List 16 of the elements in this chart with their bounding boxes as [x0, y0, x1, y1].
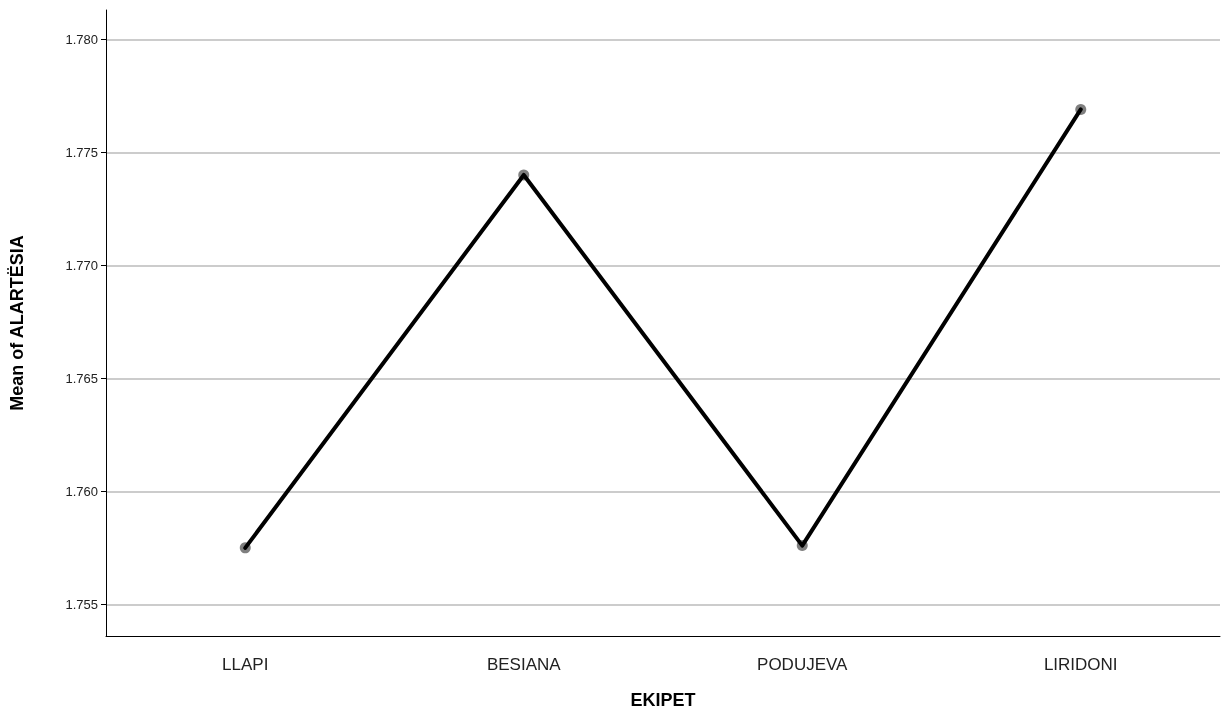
x-tick-label: BESIANA: [486, 655, 562, 674]
y-tick-label: 1.760: [65, 483, 98, 499]
point: [239, 542, 251, 554]
point: [1075, 103, 1087, 115]
x-axis-title: EKIPET: [630, 690, 696, 710]
x-tick-label: LIRIDONI: [1043, 655, 1118, 674]
y-tick-label: 1.765: [65, 370, 98, 386]
x-tick-label: LLAPI: [222, 655, 269, 674]
point: [796, 540, 808, 552]
x-tick-label: PODUJEVA: [757, 655, 849, 674]
y-tick-label: 1.780: [65, 31, 98, 47]
y-axis-title: Mean of ALARTËSIA: [7, 235, 27, 411]
point: [518, 169, 530, 181]
y-tick-label: 1.755: [65, 596, 98, 612]
y-tick-label: 1.775: [65, 144, 98, 160]
y-tick-label: 1.770: [65, 257, 98, 273]
